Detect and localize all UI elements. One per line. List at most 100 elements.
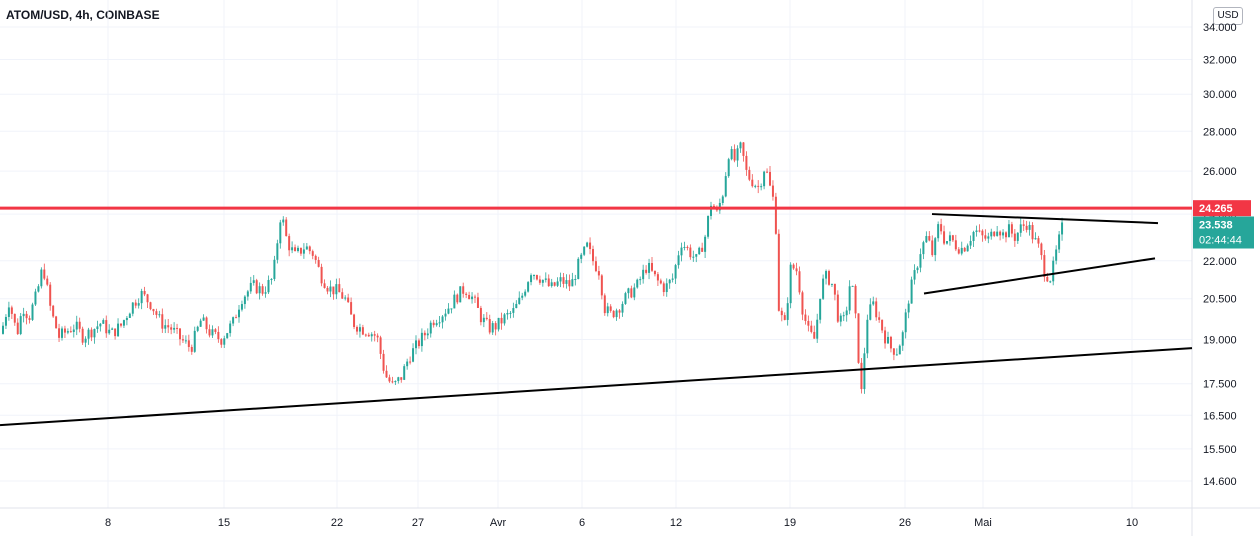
candle-body <box>1061 222 1064 235</box>
x-tick-label: 10 <box>1126 517 1138 529</box>
candle-body <box>627 288 630 294</box>
candle-body <box>780 310 783 316</box>
candle-body <box>146 294 149 303</box>
candle-body <box>297 247 299 252</box>
candle-body <box>326 287 329 292</box>
candle-body <box>954 240 957 250</box>
candle-body <box>258 286 261 294</box>
candle-body <box>538 279 541 283</box>
candle-body <box>491 323 494 333</box>
candle-body <box>825 271 828 279</box>
candle-body <box>140 290 143 304</box>
candle-body <box>680 247 683 256</box>
y-tick-label: 14.600 <box>1203 476 1237 488</box>
candle-body <box>724 176 727 197</box>
candle-body <box>426 333 429 336</box>
candle-body <box>58 328 61 338</box>
candle-body <box>574 279 577 281</box>
candle-body <box>943 231 946 244</box>
candle-body <box>506 312 509 315</box>
candle-body <box>981 230 984 236</box>
candle-body <box>388 377 391 382</box>
candle-body <box>190 346 193 352</box>
chart-title: ATOM/USD, 4h, COINBASE <box>6 8 160 22</box>
candle-body <box>385 370 388 378</box>
candle-body <box>344 297 347 299</box>
candle-body <box>311 251 314 256</box>
candle-body <box>382 353 385 371</box>
candle-body <box>120 323 122 326</box>
x-tick-label: 27 <box>412 517 424 529</box>
candle-body <box>889 336 892 349</box>
candle-body <box>1046 276 1049 282</box>
candle-body <box>196 326 199 331</box>
candle-body <box>220 339 223 345</box>
x-tick-label: 12 <box>670 517 682 529</box>
x-tick-label: Mai <box>974 517 992 529</box>
candle-body <box>482 317 485 323</box>
x-tick-label: Avr <box>490 517 507 529</box>
candle-body <box>282 219 285 223</box>
candle-body <box>485 317 488 320</box>
candle-body <box>651 262 653 271</box>
candle-body <box>931 240 934 256</box>
candle-body <box>600 275 603 296</box>
candle-body <box>179 328 181 340</box>
candle-body <box>500 317 503 324</box>
candle-body <box>211 329 214 336</box>
candle-body <box>892 348 895 355</box>
candle-body <box>367 334 370 337</box>
candle-body <box>235 317 238 319</box>
candle-body <box>131 302 134 314</box>
candle-body <box>863 353 866 390</box>
candle-body <box>40 269 43 287</box>
trendline[interactable] <box>923 257 1156 295</box>
candle-body <box>279 222 282 244</box>
candle-body <box>246 291 249 297</box>
candle-body <box>181 339 184 341</box>
candle-body <box>335 284 338 295</box>
candle-body <box>1025 225 1028 230</box>
candle-body <box>1013 233 1016 241</box>
candle-body <box>1043 255 1046 277</box>
candle-body <box>597 271 600 276</box>
candle-body <box>592 249 594 262</box>
candle-body <box>81 328 84 343</box>
candle-body <box>910 279 913 304</box>
candle-body <box>630 288 633 298</box>
y-tick-label: 34.000 <box>1203 22 1237 34</box>
candle-body <box>270 278 273 280</box>
candle-body <box>869 304 872 320</box>
trendline[interactable] <box>0 347 1193 427</box>
candle-body <box>49 284 52 306</box>
candle-body <box>586 242 589 247</box>
candle-body <box>928 236 931 241</box>
candle-body <box>922 242 925 255</box>
candle-body <box>161 314 164 329</box>
candle-body <box>748 169 751 180</box>
candle-body <box>87 329 90 339</box>
candle-body <box>907 303 910 313</box>
candle-body <box>990 231 993 237</box>
candle-body <box>285 219 288 237</box>
candle-body <box>987 236 990 239</box>
candle-body <box>813 331 816 339</box>
candle-body <box>710 205 712 216</box>
candle-body <box>872 301 875 305</box>
candle-body <box>769 171 771 186</box>
candle-body <box>229 323 232 334</box>
candle-body <box>252 280 255 283</box>
candle-body <box>232 317 235 324</box>
candle-body <box>760 186 763 188</box>
candle-body <box>243 296 246 305</box>
candle-body <box>376 335 379 338</box>
candle-body <box>105 320 108 334</box>
candle-body <box>804 314 807 321</box>
currency-button[interactable]: USD <box>1213 7 1243 25</box>
candle-body <box>653 270 656 275</box>
candle-body <box>668 279 671 284</box>
candle-body <box>400 377 403 380</box>
trendline[interactable] <box>931 213 1159 225</box>
candle-body <box>544 278 547 280</box>
